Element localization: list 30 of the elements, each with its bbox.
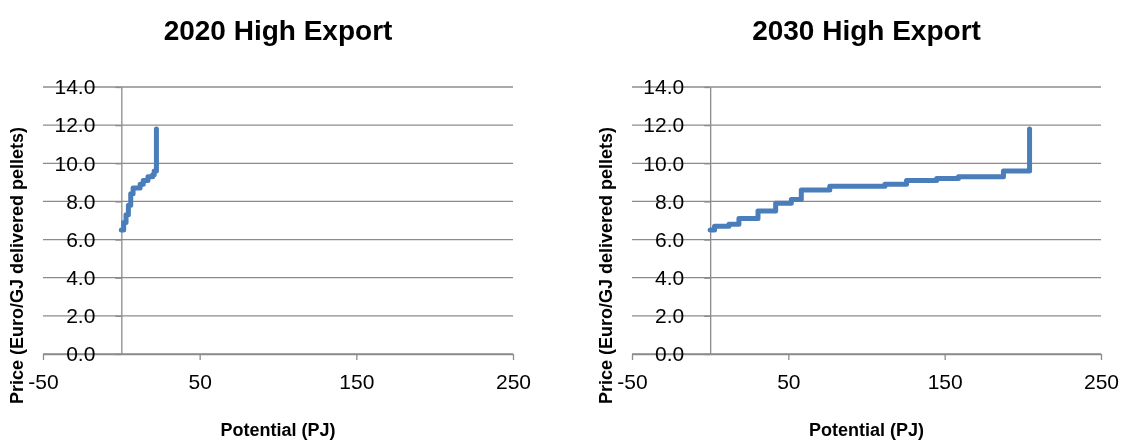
x-tick-label: -50	[617, 369, 648, 393]
y-tick-label: 14.0	[54, 75, 96, 99]
x-tick-label: 50	[188, 369, 212, 393]
y-tick-label: 8.0	[66, 189, 96, 213]
chart-title: 2020 High Export	[163, 15, 393, 46]
y-tick-label: 0.0	[66, 342, 96, 366]
y-tick-label: 4.0	[654, 265, 685, 289]
y-tick-label: 12.0	[643, 113, 685, 137]
y-tick-label: 10.0	[54, 151, 96, 175]
x-tick-label: 250	[495, 369, 532, 393]
y-axis-title: Price (Euro/GJ delivered pellets)	[596, 126, 616, 405]
x-tick-label: -50	[28, 369, 59, 393]
x-axis-title: Potential (PJ)	[808, 420, 925, 440]
y-tick-label: 2.0	[654, 304, 685, 328]
y-tick-label: 2.0	[66, 304, 96, 328]
chart-title: 2030 High Export	[752, 15, 981, 46]
y-tick-label: 4.0	[66, 265, 96, 289]
y-tick-label: 0.0	[654, 342, 685, 366]
x-tick-label: 50	[777, 369, 801, 393]
y-tick-label: 14.0	[643, 75, 685, 99]
y-tick-label: 6.0	[66, 227, 96, 251]
x-tick-label: 250	[1083, 369, 1120, 393]
y-tick-label: 10.0	[643, 151, 685, 175]
y-tick-label: 8.0	[654, 189, 685, 213]
x-tick-label: 150	[339, 369, 375, 393]
x-tick-label: 150	[927, 369, 963, 393]
y-axis-title: Price (Euro/GJ delivered pellets)	[7, 126, 27, 405]
y-tick-label: 12.0	[54, 113, 96, 137]
y-tick-label: 6.0	[654, 227, 685, 251]
x-axis-title: Potential (PJ)	[220, 420, 336, 440]
